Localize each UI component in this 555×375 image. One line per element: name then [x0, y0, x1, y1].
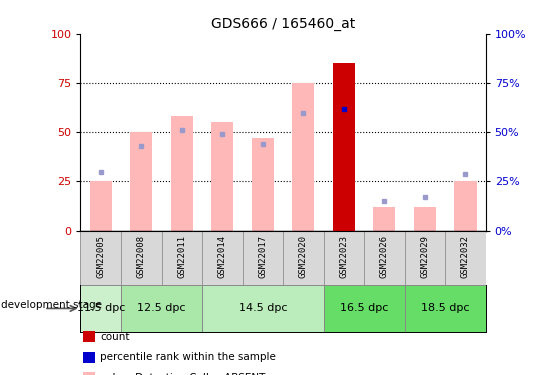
- Bar: [170, 116, 193, 231]
- Text: GSM22014: GSM22014: [218, 235, 227, 278]
- Bar: [251, 138, 274, 231]
- Bar: [454, 182, 477, 231]
- Text: percentile rank within the sample: percentile rank within the sample: [100, 352, 276, 362]
- Bar: [121, 285, 202, 332]
- Bar: [89, 182, 112, 231]
- Bar: [130, 132, 153, 231]
- Bar: [202, 231, 243, 285]
- Text: GSM22011: GSM22011: [177, 235, 186, 278]
- Text: value, Detection Call = ABSENT: value, Detection Call = ABSENT: [100, 373, 265, 375]
- Bar: [373, 207, 396, 231]
- Text: 12.5 dpc: 12.5 dpc: [137, 303, 186, 313]
- Bar: [364, 231, 405, 285]
- Text: GSM22020: GSM22020: [299, 235, 308, 278]
- Bar: [445, 231, 486, 285]
- Bar: [162, 231, 202, 285]
- Text: development stage: development stage: [1, 300, 102, 310]
- Text: 14.5 dpc: 14.5 dpc: [239, 303, 287, 313]
- Bar: [202, 285, 324, 332]
- Text: GSM22008: GSM22008: [137, 235, 146, 278]
- Text: GSM22026: GSM22026: [380, 235, 389, 278]
- Bar: [211, 122, 234, 231]
- Text: GSM22023: GSM22023: [339, 235, 349, 278]
- Bar: [405, 285, 486, 332]
- Title: GDS666 / 165460_at: GDS666 / 165460_at: [211, 17, 355, 32]
- Text: 11.5 dpc: 11.5 dpc: [77, 303, 125, 313]
- Bar: [332, 63, 355, 231]
- Bar: [283, 231, 324, 285]
- Text: 18.5 dpc: 18.5 dpc: [421, 303, 470, 313]
- Bar: [121, 231, 162, 285]
- Text: 16.5 dpc: 16.5 dpc: [340, 303, 388, 313]
- Text: GSM22032: GSM22032: [461, 235, 470, 278]
- Bar: [80, 285, 121, 332]
- Bar: [80, 231, 121, 285]
- Text: GSM22017: GSM22017: [258, 235, 268, 278]
- Bar: [405, 231, 445, 285]
- Text: count: count: [100, 332, 129, 342]
- Bar: [292, 83, 315, 231]
- Bar: [324, 285, 405, 332]
- Text: GSM22029: GSM22029: [420, 235, 430, 278]
- Text: GSM22005: GSM22005: [96, 235, 105, 278]
- Bar: [243, 231, 283, 285]
- Bar: [413, 207, 436, 231]
- Bar: [324, 231, 364, 285]
